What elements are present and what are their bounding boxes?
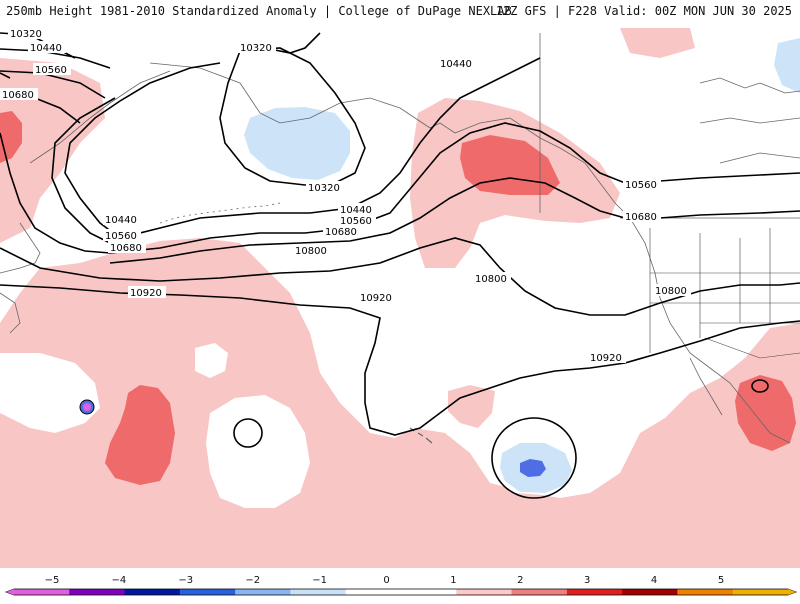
contour-10440-b xyxy=(0,57,541,239)
colorbar-label: 5 xyxy=(718,575,724,586)
anomaly-negative-2sd xyxy=(520,459,546,477)
colorbar-label: −3 xyxy=(178,575,193,586)
colorbar-swatch xyxy=(290,589,347,595)
label-10800: 10800 xyxy=(655,286,687,297)
colorbar-label: −1 xyxy=(312,575,327,586)
colorbar-swatch xyxy=(401,589,457,595)
contour-closed-1 xyxy=(233,418,263,448)
colorbar-swatch xyxy=(235,589,291,595)
colorbar-label: −2 xyxy=(245,575,260,586)
colorbar-swatch xyxy=(566,589,623,595)
anomaly-negative-1sd xyxy=(244,38,800,493)
map-panel: 10320 10440 10320 10440 10560 10680 1032… xyxy=(0,23,800,568)
label-10320: 10320 xyxy=(308,183,340,194)
label-10560: 10560 xyxy=(625,180,657,191)
label-10560: 10560 xyxy=(340,216,372,227)
colorbar-swatch xyxy=(179,589,236,595)
colorbar-swatch xyxy=(622,589,678,595)
contour-10680-b xyxy=(0,132,111,254)
contour-10920 xyxy=(0,284,800,436)
label-10320: 10320 xyxy=(10,29,42,40)
label-10800: 10800 xyxy=(475,274,507,285)
contour-closed-3 xyxy=(751,379,769,393)
anomaly-positive-2sd xyxy=(0,111,796,485)
colorbar-swatch xyxy=(677,589,734,595)
contour-10560 xyxy=(0,70,106,99)
colorbar: −5 −4 −3 −2 −1 0 1 2 3 4 5 xyxy=(0,570,800,600)
colorbar-label: 2 xyxy=(517,575,523,586)
contour-10560-b xyxy=(51,97,116,244)
label-10800: 10800 xyxy=(295,246,327,257)
header-bar: 250mb Height 1981-2010 Standardized Anom… xyxy=(0,0,800,23)
contour-labels: 10320 10440 10320 10440 10560 10680 1032… xyxy=(0,27,691,364)
label-10440: 10440 xyxy=(340,205,372,216)
label-10680: 10680 xyxy=(110,243,142,254)
label-10440: 10440 xyxy=(30,43,62,54)
label-10920: 10920 xyxy=(590,353,622,364)
label-10560: 10560 xyxy=(105,231,137,242)
colorbar-label: 3 xyxy=(584,575,590,586)
colorbar-swatches xyxy=(4,588,798,596)
label-10920: 10920 xyxy=(360,293,392,304)
colorbar-swatch xyxy=(69,589,126,595)
anomaly-extreme-dot xyxy=(79,399,95,415)
label-10680: 10680 xyxy=(325,227,357,238)
colorbar-label: −4 xyxy=(112,575,127,586)
colorbar-swatch xyxy=(124,589,181,595)
label-10680: 10680 xyxy=(2,90,34,101)
label-10440: 10440 xyxy=(440,59,472,70)
colorbar-label: 1 xyxy=(450,575,456,586)
label-10920: 10920 xyxy=(130,288,162,299)
colorbar-min-arrow xyxy=(6,589,14,595)
label-10440: 10440 xyxy=(105,215,137,226)
colorbar-swatch xyxy=(345,589,402,595)
contour-closed-2 xyxy=(491,417,577,499)
colorbar-label: 4 xyxy=(651,575,657,586)
run-info: 12Z GFS | F228 Valid: 00Z MON JUN 30 202… xyxy=(495,4,792,18)
label-10680: 10680 xyxy=(625,212,657,223)
colorbar-swatch xyxy=(732,589,789,595)
contour-10320-c xyxy=(274,32,321,54)
colorbar-swatch xyxy=(14,589,70,595)
colorbar-label: −5 xyxy=(45,575,60,586)
colorbar-label: 0 xyxy=(383,575,389,586)
label-10320: 10320 xyxy=(240,43,272,54)
map-title: 250mb Height 1981-2010 Standardized Anom… xyxy=(6,4,512,18)
colorbar-swatch xyxy=(456,589,513,595)
colorbar-swatch xyxy=(511,589,568,595)
colorbar-max-arrow xyxy=(788,589,796,595)
label-10560: 10560 xyxy=(35,65,67,76)
contour-10440 xyxy=(0,48,111,69)
contour-10440-c xyxy=(64,62,221,239)
